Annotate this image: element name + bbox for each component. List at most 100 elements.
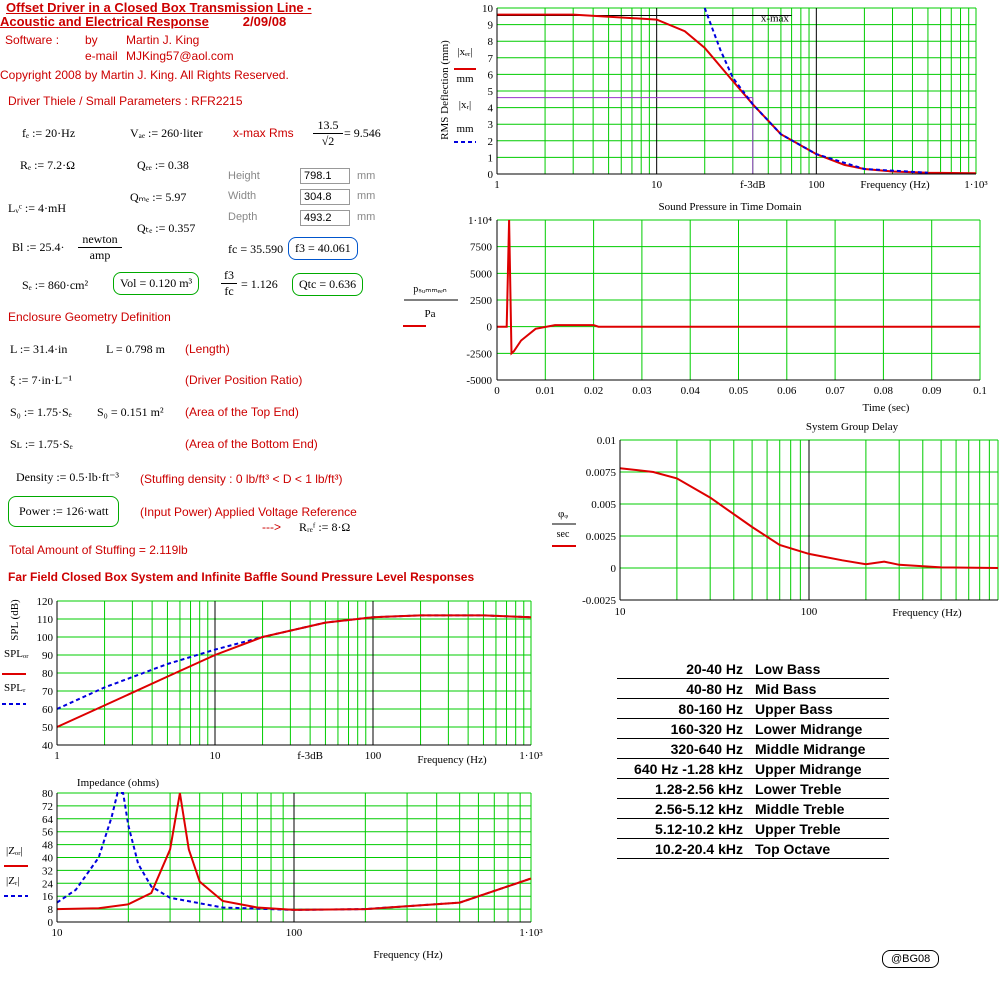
density-desc: (Stuffing density : 0 lb/ft³ < D < 1 lb/… xyxy=(140,472,343,486)
y-tick-label: 50 xyxy=(42,722,54,734)
x-tick-label: 10 xyxy=(615,606,627,618)
email-label: e-mail xyxy=(85,49,118,63)
y-tick-label: 0.0025 xyxy=(586,531,617,543)
height-field[interactable]: 798.1 xyxy=(300,168,350,184)
y-tick-label: 16 xyxy=(42,891,54,903)
legend-pressure-bottom: Pa xyxy=(425,308,436,320)
band-range: 2.56-5.12 kHz xyxy=(655,801,743,817)
band-range: 1.28-2.56 kHz xyxy=(655,781,743,797)
x-axis-label: Frequency (Hz) xyxy=(892,607,962,619)
y-tick-label: -2500 xyxy=(466,348,492,360)
xmax-label: x-max Rms xyxy=(233,126,294,140)
x-tick-label: 0 xyxy=(494,385,500,397)
depth-field[interactable]: 493.2 xyxy=(300,210,350,226)
band-range: 40-80 Hz xyxy=(686,681,743,697)
legend-zr-label: |Zᵣ| xyxy=(6,875,20,887)
y-tick-label: 0.005 xyxy=(591,499,616,511)
chart-title: System Group Delay xyxy=(806,421,899,433)
y-tick-label: 10 xyxy=(482,3,494,15)
y-tick-label: 80 xyxy=(42,668,54,680)
y-axis-label: RMS Deflection (mm) xyxy=(439,40,451,140)
y-tick-label: 120 xyxy=(37,596,54,608)
param-s0: S₀ := 1.75·Sₑ xyxy=(10,405,72,419)
param-rref: Rᵣₑᶠ := 8·Ω xyxy=(299,520,351,534)
y-tick-label: 0 xyxy=(487,322,493,334)
param-power: Power := 126·watt xyxy=(8,496,120,527)
f3fc-denominator: fc xyxy=(224,284,234,298)
y-tick-label: 0 xyxy=(488,169,494,181)
y-tick-label: 2500 xyxy=(470,295,493,307)
legend-phi-bottom: sec xyxy=(557,529,570,540)
height-label: Height xyxy=(228,170,260,182)
x-tick-label: 10 xyxy=(210,750,222,762)
y-tick-label: -0.0025 xyxy=(582,595,616,607)
legend-spl-r-label: SPLᵣ xyxy=(4,682,26,694)
result-fc: fc = 35.590 xyxy=(228,242,284,256)
x-axis-label: Frequency (Hz) xyxy=(417,754,487,766)
author-badge: @BG08 xyxy=(882,950,940,968)
x-tick-label: 1·10³ xyxy=(519,750,543,762)
result-f3: f3 = 40.061 xyxy=(288,237,358,260)
param-qed: Qₑₑ := 0.38 xyxy=(137,158,189,172)
enclosure-heading: Enclosure Geometry Definition xyxy=(8,310,171,324)
x-tick-label: 10 xyxy=(52,927,64,939)
param-qmd: Qₘₑ := 5.97 xyxy=(130,190,187,204)
x-tick-label: 0.07 xyxy=(825,385,845,397)
xmax-denominator: √2 xyxy=(321,134,335,148)
y-tick-label: -5000 xyxy=(466,375,492,387)
x-tick-label: 0.05 xyxy=(729,385,749,397)
x-tick-label: 0.06 xyxy=(777,385,797,397)
band-name: Lower Treble xyxy=(755,781,842,797)
band-row: 10.2-20.4 kHz Top Octave xyxy=(617,840,889,859)
y-tick-label: 40 xyxy=(42,740,54,752)
by-label: by xyxy=(85,33,98,47)
L-desc: (Length) xyxy=(185,342,230,356)
spl-heading: Far Field Closed Box System and Infinite… xyxy=(8,570,475,584)
x-tick-label: 10 xyxy=(651,179,663,191)
y-tick-label: 48 xyxy=(42,840,54,852)
band-name: Top Octave xyxy=(755,841,831,857)
x-tick-label: 100 xyxy=(801,606,818,618)
doc-title-line1: Offset Driver in a Closed Box Transmissi… xyxy=(6,0,312,15)
width-field[interactable]: 304.8 xyxy=(300,189,350,205)
stuffing-label: Total Amount of Stuffing = 2.119lb xyxy=(9,543,188,557)
x-tick-label: f-3dB xyxy=(297,750,323,762)
band-name: Upper Bass xyxy=(755,701,833,717)
x-tick-label: 0.09 xyxy=(922,385,942,397)
band-row: 320-640 Hz Middle Midrange xyxy=(617,740,889,759)
doc-title-text: Acoustic and Electrical Response xyxy=(0,14,209,29)
band-name: Middle Treble xyxy=(755,801,845,817)
y-tick-label: 110 xyxy=(37,614,54,626)
series-group-delay xyxy=(619,467,999,569)
power-desc: (Input Power) Applied Voltage Reference xyxy=(140,505,357,519)
band-row: 1.28-2.56 kHz Lower Treble xyxy=(617,780,889,799)
x-tick-label: 1 xyxy=(494,179,500,191)
x-tick-label: 1·10³ xyxy=(964,179,988,191)
y-tick-label: 0 xyxy=(48,917,54,929)
y-tick-label: 60 xyxy=(42,704,54,716)
y-tick-label: 40 xyxy=(42,853,54,865)
xmax-fraction: 13.5 √2 xyxy=(313,118,343,149)
param-L: L := 31.4·in xyxy=(10,342,68,356)
y-tick-label: 32 xyxy=(42,865,53,877)
series-pressure xyxy=(497,219,980,356)
result-f3fc: = 1.126 xyxy=(241,277,278,291)
band-name: Upper Midrange xyxy=(755,761,862,777)
depth-unit: mm xyxy=(357,211,376,223)
param-sd: Sₑ := 860·cm² xyxy=(22,278,89,292)
band-range: 5.12-10.2 kHz xyxy=(655,821,743,837)
band-range: 160-320 Hz xyxy=(670,721,743,737)
width-label: Width xyxy=(228,190,257,202)
copyright: Copyright 2008 by Martin J. King. All Ri… xyxy=(0,68,289,82)
driver-heading: Driver Thiele / Small Parameters : RFR22… xyxy=(8,94,243,108)
band-row: 640 Hz -1.28 kHz Upper Midrange xyxy=(617,760,889,779)
legend-xdr-bottom: mm xyxy=(456,73,474,85)
email-address: MJKing57@aol.com xyxy=(126,49,234,63)
legend-phi-top: φᵩ xyxy=(558,508,568,520)
legend-spl-or-label: SPLₒᵣ xyxy=(4,648,29,660)
x-tick-label: 100 xyxy=(808,179,825,191)
x-tick-label: 0.1 xyxy=(973,385,987,397)
param-bl: Bl := 25.4· xyxy=(12,240,65,254)
